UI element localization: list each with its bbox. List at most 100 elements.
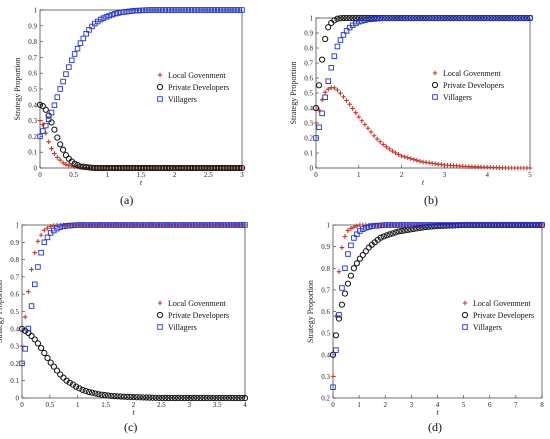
data-point — [402, 154, 407, 160]
data-point — [28, 332, 35, 340]
data-point — [43, 122, 49, 129]
data-point — [124, 393, 131, 400]
chart-svg: 0 0.5 1 1.5 2 2.5 3 0 0.1 0.2 0.3 0.4 0.5 0.6 0.7 0.8 0.… — [13, 7, 246, 187]
data-point — [140, 164, 147, 172]
data-point — [377, 139, 383, 145]
x-tick-label: 0.5 — [46, 401, 55, 409]
data-point — [222, 394, 229, 402]
data-point — [225, 394, 233, 402]
data-point — [401, 227, 408, 234]
data-point — [66, 64, 72, 70]
data-point — [395, 222, 402, 228]
data-point — [512, 222, 518, 228]
data-point — [34, 340, 42, 347]
data-point — [186, 164, 194, 172]
data-point — [103, 14, 110, 20]
data-point — [416, 224, 423, 232]
data-point — [57, 141, 64, 148]
data-point — [359, 118, 365, 124]
data-point — [375, 222, 381, 229]
x-axis-label: t — [132, 408, 135, 417]
data-point — [345, 251, 351, 257]
data-point — [121, 222, 127, 228]
data-point — [172, 222, 178, 228]
data-point — [499, 15, 506, 21]
data-point — [399, 153, 404, 159]
data-point — [164, 7, 170, 13]
data-point — [472, 15, 478, 21]
chart-svg: 0 1 2 3 4 5 0 0.1 0.2 0.3 0.4 0.5 0.6 0.7 0.8 0.9 1 t Stra… — [289, 15, 534, 187]
data-point — [127, 222, 134, 228]
data-point — [230, 164, 237, 172]
data-point — [446, 222, 453, 228]
data-point — [356, 114, 362, 120]
data-point — [126, 8, 133, 15]
data-point — [348, 242, 354, 249]
data-point — [414, 15, 420, 21]
y-tick-label: 0.8 — [304, 45, 313, 53]
data-point — [143, 394, 150, 401]
series-villagers — [37, 7, 245, 140]
data-point — [345, 228, 351, 233]
data-point — [502, 15, 509, 21]
y-tick-label: 0.8 — [321, 265, 330, 273]
series-local_government — [19, 222, 248, 349]
x-tick-label: 5 — [462, 401, 466, 409]
data-point — [389, 222, 396, 228]
data-point — [332, 332, 340, 339]
data-point — [167, 7, 173, 13]
data-point — [351, 224, 357, 230]
data-point — [201, 164, 208, 172]
x-tick-label: 2 — [132, 401, 136, 409]
data-point — [59, 146, 67, 153]
data-point — [325, 24, 332, 31]
legend: Local Govenment Private Developers Village… — [431, 69, 504, 102]
data-point — [115, 10, 121, 16]
series-private_developers — [36, 101, 246, 172]
data-point — [98, 391, 105, 398]
data-point — [181, 394, 188, 402]
data-point — [79, 222, 86, 228]
data-point — [329, 351, 337, 358]
data-point — [426, 15, 432, 21]
data-point — [351, 235, 357, 241]
data-point — [46, 139, 51, 145]
y-tick-label: 0.3 — [10, 343, 19, 351]
data-point — [82, 387, 89, 395]
y-tick-label: 0.5 — [321, 330, 330, 338]
data-point — [136, 394, 143, 401]
data-point — [100, 15, 107, 21]
data-point — [440, 222, 447, 228]
data-point — [169, 164, 176, 172]
data-point — [146, 164, 153, 172]
data-point — [106, 164, 113, 172]
data-point — [524, 15, 530, 21]
series-local_government — [37, 118, 245, 171]
legend-label: Private Developers — [168, 83, 229, 92]
data-point — [123, 164, 130, 172]
x-tick-label: 0 — [331, 401, 335, 409]
data-point — [57, 86, 63, 92]
data-point — [181, 222, 188, 228]
series-villagers — [19, 222, 248, 367]
data-point — [392, 229, 399, 236]
data-point — [63, 377, 70, 384]
y-tick-label: 0.9 — [321, 243, 330, 251]
data-point — [184, 7, 190, 13]
data-point — [139, 394, 147, 401]
data-point — [135, 164, 142, 172]
data-point — [342, 234, 348, 239]
data-point — [100, 164, 107, 172]
data-point — [515, 15, 521, 21]
legend-marker — [462, 324, 468, 330]
data-point — [117, 164, 124, 172]
data-point — [118, 222, 124, 228]
data-point — [344, 280, 352, 287]
y-tick-label: 0.4 — [321, 351, 330, 359]
data-point — [527, 15, 533, 21]
data-point — [226, 222, 232, 228]
data-point — [423, 15, 429, 21]
data-point — [435, 15, 442, 21]
data-point — [155, 7, 162, 13]
x-tick-label: 2.5 — [157, 401, 166, 409]
